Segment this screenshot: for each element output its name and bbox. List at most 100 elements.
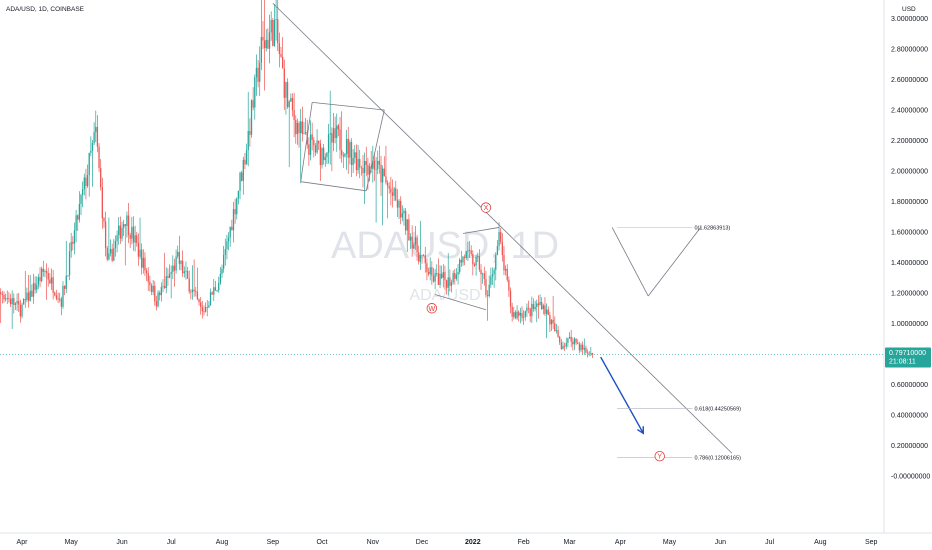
candle-body <box>263 40 266 49</box>
candle-body <box>539 301 541 306</box>
candle-body <box>322 147 325 161</box>
candle-body <box>226 241 228 250</box>
time-tick-label: Oct <box>317 539 328 546</box>
candle-body <box>409 236 412 241</box>
candle-body <box>342 155 344 157</box>
candle-body <box>393 188 395 196</box>
candle-body <box>157 292 159 307</box>
candle-body <box>452 273 454 283</box>
candle-body <box>400 200 402 218</box>
time-tick-label: Sep <box>267 539 280 546</box>
candle-body <box>518 311 520 316</box>
flag-2-line[interactable] <box>462 227 500 234</box>
candle-body <box>529 308 531 317</box>
candle-body <box>142 257 144 268</box>
time-tick-label: Apr <box>17 539 29 546</box>
candle-body <box>162 286 164 287</box>
projection-zigzag[interactable] <box>647 227 702 297</box>
projection-arrow[interactable] <box>600 356 644 434</box>
candle-body <box>582 344 584 350</box>
candle-body <box>63 285 66 289</box>
candle-body <box>109 248 112 254</box>
candle-body <box>234 209 236 215</box>
candle-body <box>391 192 394 196</box>
candle-body <box>347 138 349 158</box>
price-tick-label: 2.40000000 <box>891 108 928 115</box>
flag-1-line[interactable] <box>365 109 385 191</box>
flag-1-line[interactable] <box>312 101 385 111</box>
candle-body <box>541 301 543 310</box>
candle-body <box>509 290 512 307</box>
candle-body <box>403 210 405 214</box>
candle-body <box>390 188 392 193</box>
candle-body <box>50 277 53 284</box>
flag-1-line[interactable] <box>300 181 367 192</box>
price-tick-label: -0.00000000 <box>891 474 930 481</box>
price-tick-label: 1.80000000 <box>891 199 928 206</box>
projection-zigzag[interactable] <box>611 227 649 297</box>
candle-body <box>113 248 115 261</box>
price-axis[interactable]: 3.200000003.000000002.800000002.60000000… <box>891 0 930 481</box>
candle-body <box>508 279 510 291</box>
flag-2-line[interactable] <box>434 294 487 311</box>
candle-body <box>488 284 490 297</box>
candle-body <box>257 67 259 82</box>
candle-body <box>254 77 256 108</box>
price-tick-label: 0.60000000 <box>891 382 928 389</box>
candle-body <box>496 245 499 255</box>
candle-body <box>98 146 100 169</box>
candle-body <box>341 150 343 156</box>
candle-body <box>47 273 49 280</box>
drawings[interactable] <box>272 2 733 454</box>
candle-body <box>4 298 7 300</box>
candle-body <box>24 299 26 300</box>
candle-body <box>101 186 103 219</box>
candle-body <box>545 309 548 314</box>
time-tick-label: 2022 <box>465 539 481 546</box>
candle-body <box>345 138 348 154</box>
candle-body <box>344 153 346 157</box>
trendline[interactable] <box>272 2 733 454</box>
candle-body <box>77 215 79 220</box>
candle-body <box>252 100 254 108</box>
candle-body <box>147 273 149 282</box>
candle-body <box>288 101 290 108</box>
candle-body <box>557 330 559 337</box>
flag-1-line[interactable] <box>300 102 313 182</box>
candle-body <box>447 277 449 288</box>
candle-body <box>337 125 340 130</box>
fib-level-label: 0(1.62863913) <box>694 226 730 232</box>
candle-body <box>232 209 235 231</box>
fibonacci-levels[interactable]: 0(1.62863913) 0.618(0.44250569) 0.786(0.12… <box>617 226 741 462</box>
candle-body <box>13 298 15 305</box>
candle-body <box>244 159 246 165</box>
candle-body <box>270 19 272 33</box>
candle-body <box>211 292 213 295</box>
candle-body <box>511 306 513 317</box>
candle-body <box>583 347 585 350</box>
candle-body <box>457 272 459 275</box>
time-tick-label: Jul <box>765 539 774 546</box>
candle-body <box>427 271 430 275</box>
candle-body <box>8 298 10 300</box>
candle-body <box>106 247 108 260</box>
candle-body <box>334 128 336 139</box>
candle-body <box>590 352 592 354</box>
candle-body <box>247 131 249 151</box>
price-tick-label: 0.20000000 <box>891 443 928 450</box>
candle-body <box>268 32 271 49</box>
candle-body <box>419 254 422 262</box>
price-tick-label: 2.60000000 <box>891 77 928 84</box>
candle-body <box>321 147 323 166</box>
candle-body <box>82 189 84 195</box>
wave-labels: W X Y <box>426 202 665 462</box>
candlestick-series <box>0 0 594 359</box>
candle-body <box>73 230 76 244</box>
candle-body <box>104 221 107 248</box>
candle-body <box>283 68 285 98</box>
candle-body <box>378 160 381 165</box>
candle-body <box>363 161 366 174</box>
time-axis[interactable]: Apr May Jun Jul Aug Sep Oct Nov Dec 2022 Feb Mar Apr… <box>17 539 878 546</box>
candle-body <box>206 307 208 308</box>
